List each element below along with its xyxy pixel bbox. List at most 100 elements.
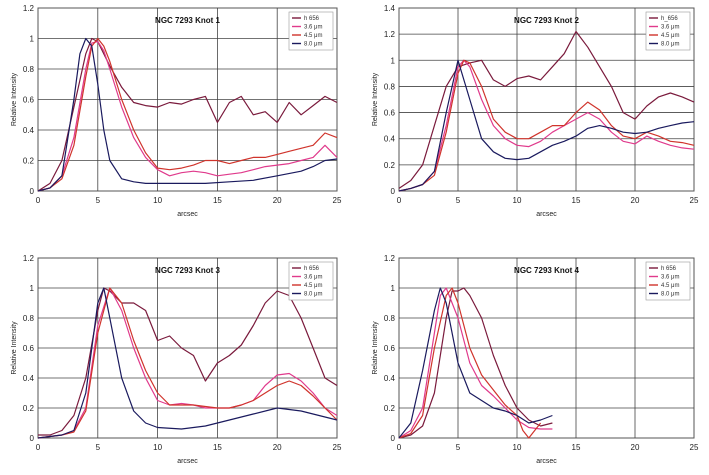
x-tick-label: 0 [397,196,402,205]
chart-panel-knot3: 0 0.2 0.4 0.6 0.8 1 1.2 0 5 10 15 20 25 arcsec Relativ… [0,240,354,470]
y-tick-label: 1 [30,284,35,293]
x-tick-label: 0 [397,443,402,452]
legend-entry: 3.6 μm [661,275,679,281]
x-axis-label: arcsec [177,211,198,218]
series-line-3 [398,59,695,192]
x-tick-label: 5 [456,196,461,205]
x-tick-label: 5 [96,196,101,205]
y-tick-label: 0 [30,434,35,443]
y-tick-label: 0.6 [23,96,35,105]
x-axis-label: arcsec [177,458,198,465]
y-tick-label: 0.2 [384,161,396,170]
series-line-0 [38,287,338,436]
y-tick-label: 1 [30,35,35,44]
legend-entry: h_656 [661,16,678,22]
legend-entry: 4.5 μm [304,33,322,39]
y-tick-label: 0.6 [384,344,396,353]
x-tick-label: 10 [513,196,522,205]
chart-title: NGC 7293 Knot 3 [155,266,220,275]
legend-entry: 4.5 μm [661,33,679,39]
chart-panel-knot2: 0 0.2 0.4 0.6 0.8 1 1.2 1.4 0 5 10 15 20 25 arcsec Rela… [355,0,709,225]
series-line-2 [37,37,338,192]
series-line-3 [37,287,338,439]
x-tick-label: 25 [333,196,342,205]
x-tick-label: 20 [631,443,640,452]
legend-entry: h 656 [661,266,677,272]
series-line-1 [398,287,553,439]
legend-entry: 4.5 μm [661,283,679,289]
y-tick-label: 0.4 [23,374,35,383]
y-tick-label: 0.8 [23,314,35,323]
x-tick-label: 15 [213,443,222,452]
y-tick-label: 0.2 [23,404,35,413]
y-tick-label: 1 [391,284,396,293]
y-tick-label: 1 [391,56,396,65]
x-tick-label: 10 [153,196,162,205]
x-tick-label: 15 [572,443,581,452]
y-tick-label: 0.2 [23,157,35,166]
series-line-0 [398,30,695,189]
plot-area [398,7,695,192]
series-line-3 [37,37,338,192]
chart-title: NGC 7293 Knot 1 [155,16,220,25]
x-tick-label: 0 [36,443,41,452]
y-tick-label: 0.6 [384,109,396,118]
x-axis-label: arcsec [536,458,557,465]
y-tick-label: 0.4 [384,374,396,383]
legend-entry: 8.0 μm [304,42,322,48]
x-tick-label: 15 [213,196,222,205]
x-tick-label: 20 [273,196,282,205]
series-line-0 [398,287,553,439]
y-axis-label: Relative Intensity [372,321,379,375]
y-tick-label: 0 [391,187,396,196]
y-tick-label: 0.4 [23,126,35,135]
legend-entry: 8.0 μm [304,292,322,298]
x-tick-label: 5 [456,443,461,452]
chart-title: NGC 7293 Knot 2 [514,16,579,25]
x-tick-label: 25 [333,443,342,452]
legend-entry: 8.0 μm [661,292,679,298]
chart-knot2: 0 0.2 0.4 0.6 0.8 1 1.2 1.4 0 5 10 15 20 25 arcsec Rela… [372,4,699,218]
chart-panel-knot4: 0 0.2 0.4 0.6 0.8 1 1.2 0 5 10 15 20 25 arcsec Relativ… [355,240,709,470]
series-line-3 [398,287,553,439]
chart-knot4: 0 0.2 0.4 0.6 0.8 1 1.2 0 5 10 15 20 25 arcsec Relativ… [372,254,699,465]
legend-entry: 8.0 μm [661,42,679,48]
x-tick-label: 25 [690,443,699,452]
x-axis-label: arcsec [536,211,557,218]
x-tick-label: 10 [513,443,522,452]
series-line-2 [398,287,542,439]
series-line-1 [398,59,695,192]
x-tick-label: 5 [96,443,101,452]
x-tick-label: 10 [153,443,162,452]
series-line-1 [37,41,338,192]
y-axis-label: Relative Intensity [11,321,18,375]
x-tick-label: 20 [631,196,640,205]
x-tick-label: 20 [273,443,282,452]
legend-entry: 3.6 μm [661,25,679,31]
x-tick-label: 25 [690,196,699,205]
y-tick-label: 0 [30,187,35,196]
chart-title: NGC 7293 Knot 4 [514,266,579,275]
y-tick-label: 1.2 [384,254,396,263]
y-tick-label: 1.2 [23,254,35,263]
y-tick-label: 0.8 [384,82,396,91]
y-tick-label: 0.4 [384,135,396,144]
y-tick-label: 0 [391,434,396,443]
y-tick-label: 1.2 [384,30,396,39]
series-line-2 [37,287,338,439]
series-line-2 [398,59,695,192]
y-tick-label: 1.2 [23,4,35,13]
y-tick-label: 0.6 [23,344,35,353]
chart-knot1: 0 0.2 0.4 0.6 0.8 1 1.2 0 5 10 15 20 25 arcsec Relativ… [11,4,342,218]
y-tick-label: 0.8 [23,65,35,74]
chart-knot3: 0 0.2 0.4 0.6 0.8 1 1.2 0 5 10 15 20 25 arcsec Relativ… [11,254,342,465]
chart-panel-knot1: 0 0.2 0.4 0.6 0.8 1 1.2 0 5 10 15 20 25 arcsec Relativ… [0,0,354,225]
y-tick-label: 1.4 [384,4,396,13]
y-axis-label: Relative Intensity [11,72,18,126]
legend-entry: h 656 [304,16,320,22]
legend-entry: h 656 [304,266,320,272]
x-tick-label: 15 [572,196,581,205]
y-tick-label: 0.8 [384,314,396,323]
x-tick-label: 0 [36,196,41,205]
